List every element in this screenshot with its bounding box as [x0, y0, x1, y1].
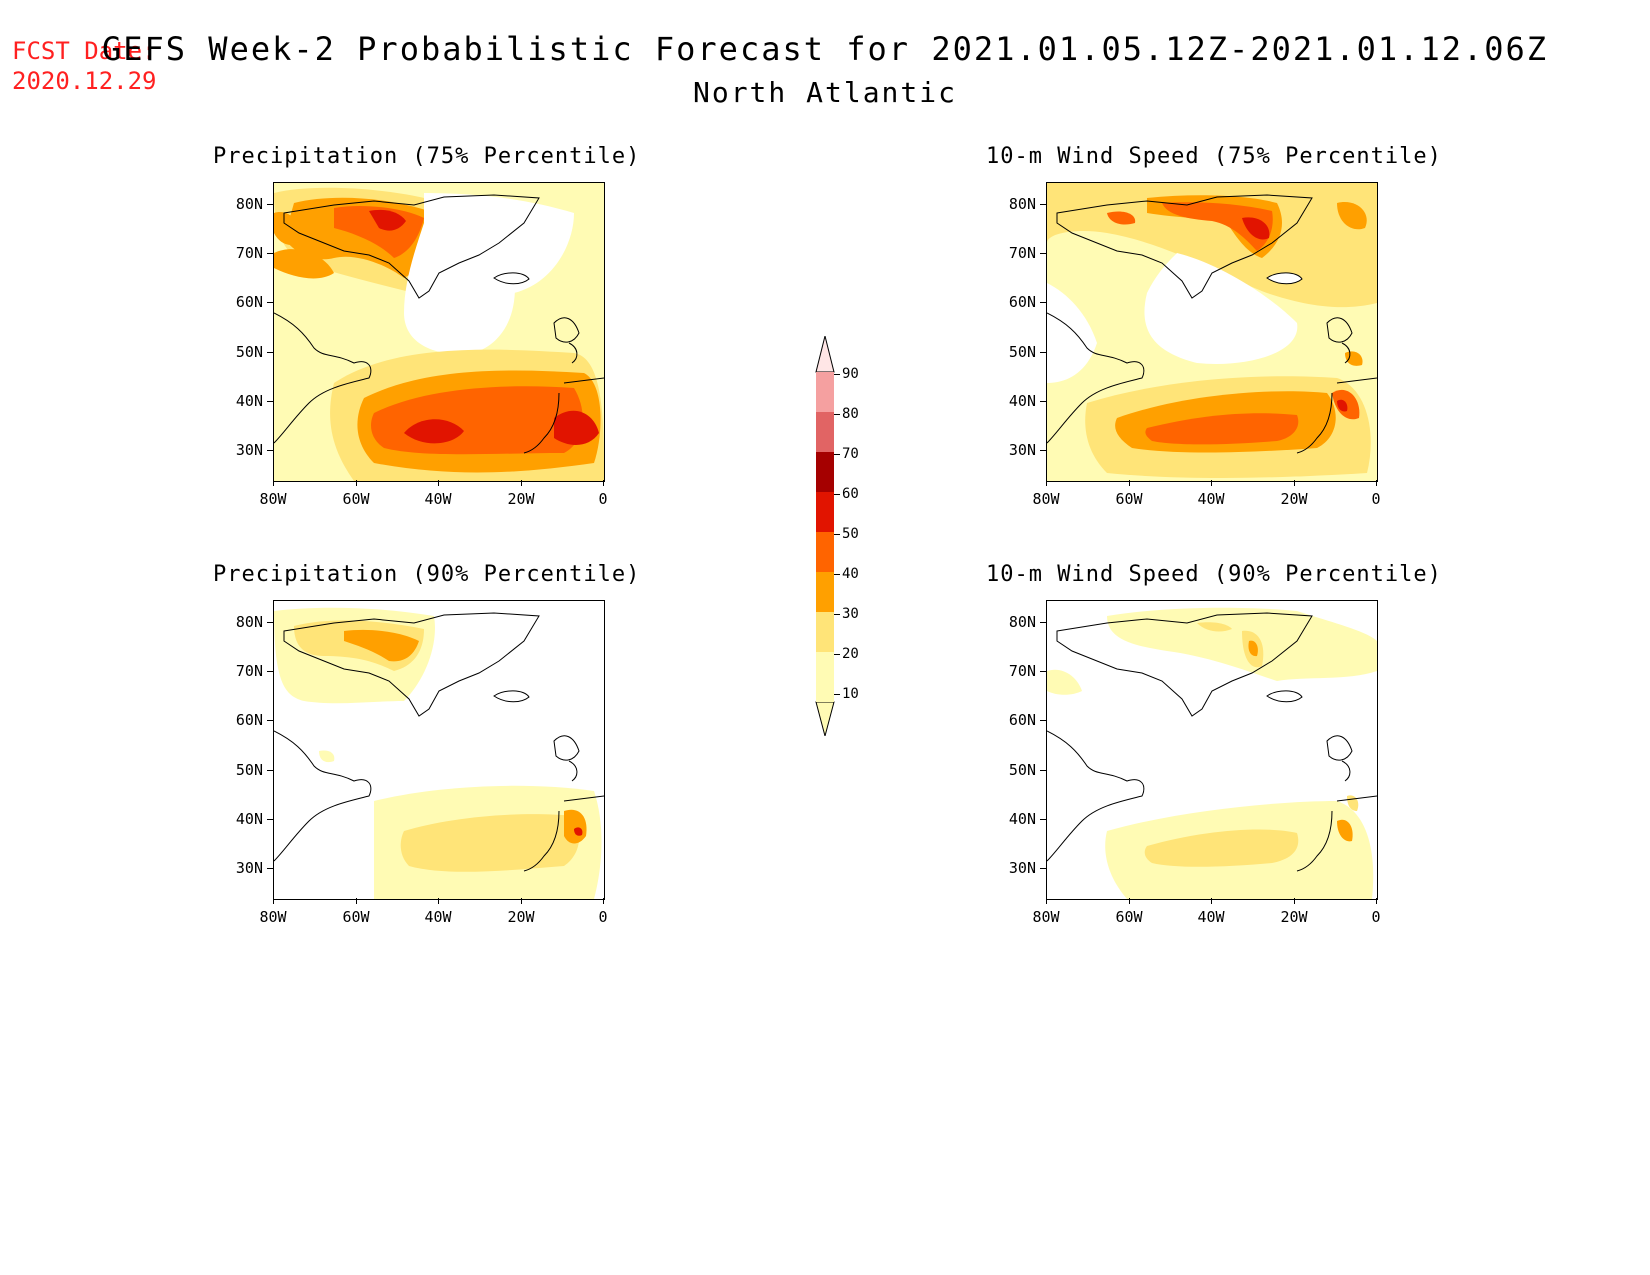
panel-wind-90: 10-m Wind Speed (90% Percentile) 80N 70N…	[986, 562, 1442, 962]
colorbar-swatch	[816, 612, 834, 652]
colorbar: 90 80 70 60 50 40 30 20 10	[812, 336, 892, 736]
lon-label: 80W	[1032, 908, 1060, 926]
lon-label: 60W	[342, 908, 370, 926]
lon-label: 80W	[259, 908, 287, 926]
lon-label: 40W	[1197, 908, 1225, 926]
panel-title: Precipitation (90% Percentile)	[213, 562, 641, 587]
colorbar-label: 30	[842, 606, 859, 622]
lat-label: 80N	[1008, 195, 1036, 213]
lat-label: 30N	[1008, 859, 1036, 877]
colorbar-label: 90	[842, 366, 859, 382]
colorbar-swatch	[816, 572, 834, 612]
panel-title: 10-m Wind Speed (75% Percentile)	[986, 144, 1442, 169]
lat-label: 70N	[235, 244, 263, 262]
lon-label: 40W	[424, 908, 452, 926]
lat-label: 40N	[235, 810, 263, 828]
lat-label: 60N	[1008, 711, 1036, 729]
lon-label: 80W	[259, 490, 287, 508]
colorbar-triangles	[815, 336, 835, 736]
lat-label: 50N	[1008, 761, 1036, 779]
region-subtitle: North Atlantic	[692, 76, 957, 109]
lon-label: 20W	[1280, 908, 1308, 926]
lat-label: 40N	[235, 392, 263, 410]
lat-label: 80N	[235, 613, 263, 631]
lat-label: 30N	[235, 441, 263, 459]
colorbar-swatch	[816, 652, 834, 702]
colorbar-swatch	[816, 532, 834, 572]
colorbar-swatch	[816, 492, 834, 532]
panel-wind-75: 10-m Wind Speed (75% Percentile) 80N 70N	[986, 144, 1442, 544]
colorbar-label: 20	[842, 646, 859, 662]
lat-label: 60N	[1008, 293, 1036, 311]
panel-precip-75: Precipitation (75% Percentile) 80N 70N 6…	[213, 144, 641, 544]
lat-label: 30N	[1008, 441, 1036, 459]
lat-label: 60N	[235, 711, 263, 729]
lat-label: 50N	[235, 343, 263, 361]
lon-label: 60W	[1115, 908, 1143, 926]
lat-label: 40N	[1008, 810, 1036, 828]
lat-label: 30N	[235, 859, 263, 877]
forecast-date-label: FCST Date:	[12, 37, 157, 65]
lon-label: 0	[598, 908, 608, 926]
lon-label: 60W	[1115, 490, 1143, 508]
lon-label: 0	[598, 490, 608, 508]
colorbar-swatch	[816, 372, 834, 412]
map-precip-75	[273, 182, 605, 482]
main-title: GEFS Week-2 Probabilistic Forecast for 2…	[101, 30, 1549, 68]
lat-label: 70N	[1008, 244, 1036, 262]
forecast-date-block: FCST Date: 2020.12.29	[12, 36, 157, 96]
lon-label: 40W	[424, 490, 452, 508]
lon-label: 60W	[342, 490, 370, 508]
lat-label: 70N	[1008, 662, 1036, 680]
lat-label: 40N	[1008, 392, 1036, 410]
lat-label: 70N	[235, 662, 263, 680]
lat-label: 80N	[235, 195, 263, 213]
panel-title: Precipitation (75% Percentile)	[213, 144, 641, 169]
forecast-date-value: 2020.12.29	[12, 67, 157, 95]
colorbar-label: 60	[842, 486, 859, 502]
lon-label: 40W	[1197, 490, 1225, 508]
map-wind-75	[1046, 182, 1378, 482]
colorbar-swatch	[816, 412, 834, 452]
colorbar-label: 70	[842, 446, 859, 462]
colorbar-label: 10	[842, 686, 859, 702]
lat-label: 80N	[1008, 613, 1036, 631]
lon-label: 20W	[507, 908, 535, 926]
colorbar-label: 80	[842, 406, 859, 422]
panel-precip-90: Precipitation (90% Percentile) 80N 70N 6…	[213, 562, 641, 962]
lon-label: 0	[1371, 490, 1381, 508]
lon-label: 20W	[1280, 490, 1308, 508]
map-wind-90	[1046, 600, 1378, 900]
colorbar-swatch	[816, 452, 834, 492]
lon-label: 0	[1371, 908, 1381, 926]
panel-title: 10-m Wind Speed (90% Percentile)	[986, 562, 1442, 587]
lat-label: 50N	[1008, 343, 1036, 361]
lon-label: 80W	[1032, 490, 1060, 508]
map-precip-90	[273, 600, 605, 900]
lon-label: 20W	[507, 490, 535, 508]
lat-label: 60N	[235, 293, 263, 311]
colorbar-label: 50	[842, 526, 859, 542]
colorbar-label: 40	[842, 566, 859, 582]
lat-label: 50N	[235, 761, 263, 779]
